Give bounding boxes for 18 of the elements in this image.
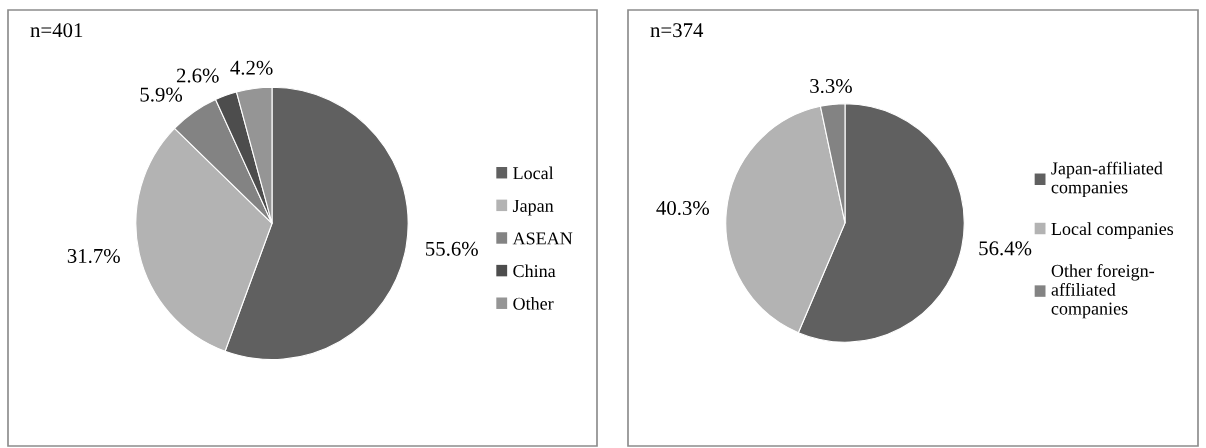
legend-label: Other foreign-affiliated companies: [1051, 264, 1155, 319]
data-label: 3.3%: [810, 78, 852, 94]
legend-label: Other: [513, 297, 554, 310]
legend-label: Local: [513, 166, 554, 180]
legend-label: ASEAN: [512, 232, 573, 245]
legend-label: Japan-affiliated companies: [1051, 161, 1163, 198]
data-label: 31.7%: [67, 248, 120, 264]
data-label: 4.2%: [230, 60, 273, 75]
data-label: 55.6%: [426, 241, 478, 256]
data-label: 2.6%: [176, 68, 219, 83]
data-label: 56.4%: [979, 241, 1032, 256]
legend-label: China: [513, 264, 556, 278]
text: n=374: [650, 23, 704, 38]
data-label: 5.9%: [140, 87, 183, 102]
data-label: 40.3%: [656, 200, 710, 216]
legend-label: Local companies: [1051, 222, 1174, 239]
text: n=401: [30, 23, 83, 38]
legend-label: Japan: [512, 199, 554, 216]
